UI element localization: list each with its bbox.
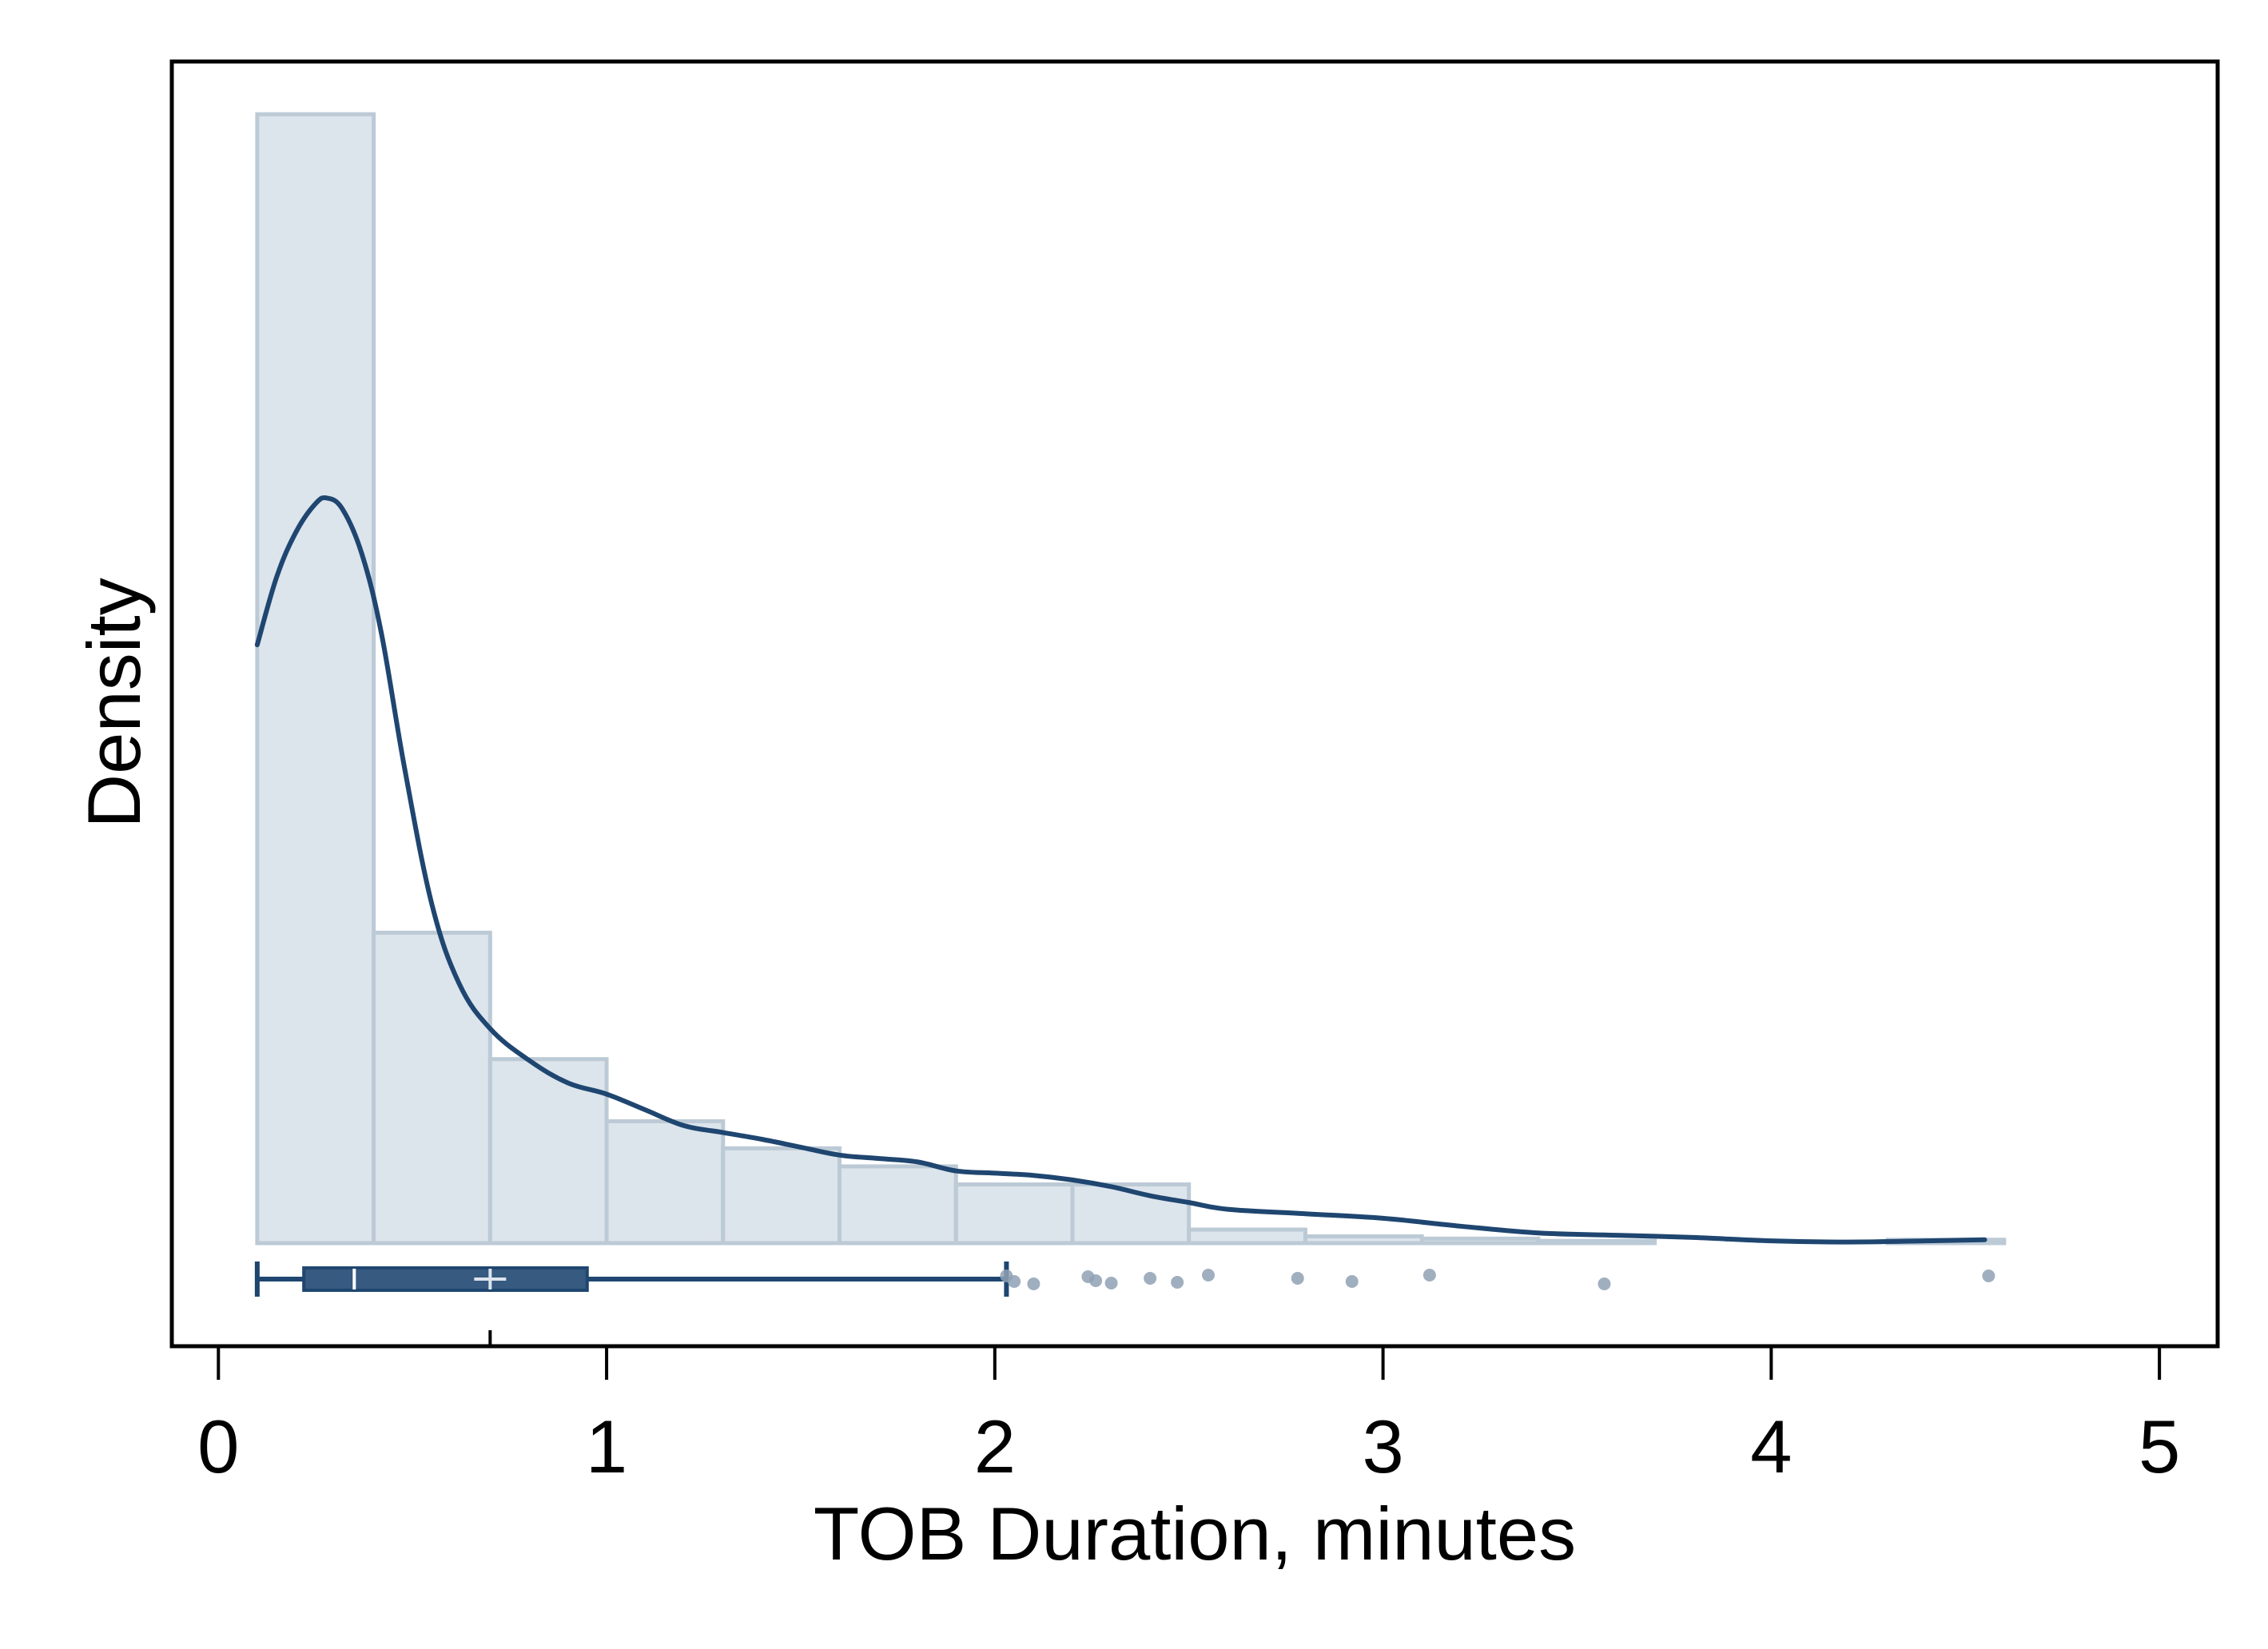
histogram-bar: [487, 1057, 609, 1246]
boxplot-outlier-point: [1202, 1269, 1216, 1281]
boxplot-outlier-point: [1982, 1270, 1995, 1282]
boxplot-outlier-point: [1345, 1275, 1359, 1288]
x-tick-label: 5: [2139, 1405, 2180, 1488]
boxplot-layer: [254, 1262, 1995, 1346]
histogram-bar: [1536, 1238, 1657, 1246]
histogram-bars: [255, 112, 2007, 1246]
boxplot-outlier-point: [1171, 1276, 1184, 1289]
histogram-bar: [1419, 1236, 1541, 1246]
boxplot-outlier-point: [1422, 1269, 1436, 1281]
histogram-bar: [604, 1119, 726, 1246]
x-tick-label: 2: [974, 1405, 1016, 1488]
boxplot-outlier-point: [1598, 1277, 1611, 1290]
x-tick-label: 1: [586, 1405, 627, 1488]
boxplot-outlier-point: [1104, 1277, 1118, 1289]
boxplot-outlier-point: [1008, 1275, 1021, 1288]
boxplot-outlier-point: [1089, 1274, 1103, 1287]
y-axis-label: Density: [72, 578, 156, 828]
histogram-bar: [838, 1164, 958, 1246]
x-tick-label: 0: [197, 1405, 239, 1488]
histogram-bar: [1303, 1234, 1424, 1246]
boxplot-outlier-point: [1291, 1272, 1304, 1285]
plot-frame: [169, 59, 2220, 1349]
histogram-bar: [953, 1182, 1075, 1246]
histogram-bar: [1070, 1182, 1192, 1246]
histogram-bar: [372, 930, 492, 1246]
x-axis-label: TOB Duration, minutes: [814, 1492, 1576, 1575]
boxplot-box: [302, 1266, 589, 1292]
x-tick-label: 4: [1750, 1405, 1792, 1488]
histogram-bar: [255, 112, 376, 1246]
x-axis: 0 1 2 3 4 5: [197, 1346, 2180, 1488]
x-tick-label: 3: [1362, 1405, 1403, 1488]
density-curve-layer: [254, 495, 1987, 1245]
density-curve: [254, 495, 1987, 1245]
histogram-bar: [721, 1146, 842, 1246]
histogram-bar: [1187, 1227, 1307, 1246]
boxplot-outlier-point: [1144, 1272, 1157, 1285]
boxplot-outlier-point: [1027, 1277, 1040, 1290]
